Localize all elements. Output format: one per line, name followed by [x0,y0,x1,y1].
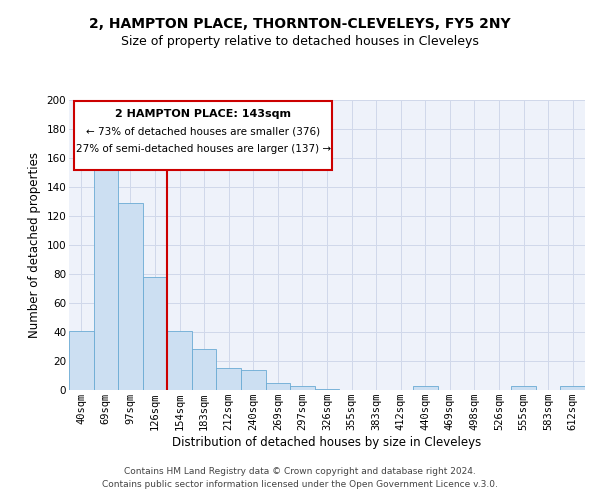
Bar [266,383,290,390]
Bar [315,388,339,390]
Bar [94,161,118,390]
Bar [560,386,585,390]
Bar [241,370,266,390]
Bar [118,203,143,390]
FancyBboxPatch shape [74,102,332,170]
X-axis label: Distribution of detached houses by size in Cleveleys: Distribution of detached houses by size … [172,436,482,449]
Bar [143,277,167,390]
Text: 27% of semi-detached houses are larger (137) →: 27% of semi-detached houses are larger (… [76,144,331,154]
Bar [290,386,315,390]
Bar [69,330,94,390]
Bar [413,386,437,390]
Y-axis label: Number of detached properties: Number of detached properties [28,152,41,338]
Text: Contains HM Land Registry data © Crown copyright and database right 2024.: Contains HM Land Registry data © Crown c… [124,467,476,476]
Bar [192,350,217,390]
Bar [167,330,192,390]
Text: Contains public sector information licensed under the Open Government Licence v.: Contains public sector information licen… [102,480,498,489]
Bar [511,386,536,390]
Text: Size of property relative to detached houses in Cleveleys: Size of property relative to detached ho… [121,35,479,48]
Text: 2, HAMPTON PLACE, THORNTON-CLEVELEYS, FY5 2NY: 2, HAMPTON PLACE, THORNTON-CLEVELEYS, FY… [89,18,511,32]
Text: 2 HAMPTON PLACE: 143sqm: 2 HAMPTON PLACE: 143sqm [115,108,291,118]
Bar [217,368,241,390]
Text: ← 73% of detached houses are smaller (376): ← 73% of detached houses are smaller (37… [86,126,320,136]
